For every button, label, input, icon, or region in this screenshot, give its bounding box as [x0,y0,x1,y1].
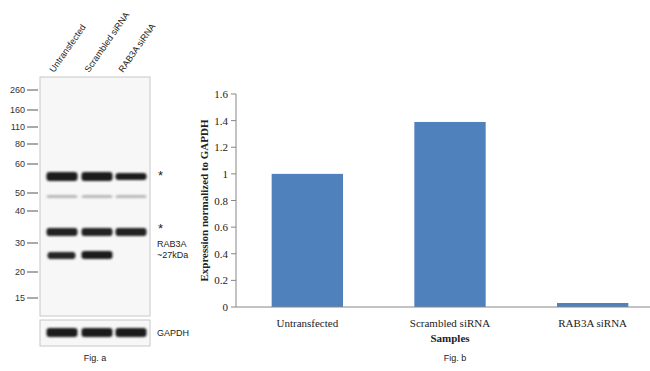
y-tick-label: 0.2 [214,274,228,286]
y-tick-label: 1.4 [214,115,228,127]
band [82,328,113,337]
y-tick [231,173,236,174]
y-tick [231,200,236,201]
bar [414,122,485,307]
band [116,173,147,180]
bar [272,174,343,307]
marker-tick [27,272,38,273]
blot-membrane [40,77,150,316]
marker-label: 260 [10,85,25,95]
figure: Untransfected Scrambled siRNA RAB3A siRNA 2… [0,0,650,371]
marker-tick [27,298,38,299]
marker-label: 50 [15,188,25,198]
y-tick [231,280,236,281]
marker-label: 110 [11,122,25,132]
bar-chart: 0 0.2 0.4 0.6 0.8 1 1.2 1.4 1.6 Untransfected Scra… [198,88,650,363]
y-tick-label: 0.8 [214,195,228,207]
marker-tick [27,127,38,128]
band [82,251,113,259]
caption: Fig. a [84,353,107,363]
blot-panel: UntransfectedScrambled siRNARAB3A siRNA2… [10,10,189,363]
lane-label: RAB3A siRNA [116,22,157,74]
band [82,228,113,236]
marker-tick [27,243,38,244]
marker-label: 60 [15,159,25,169]
marker-tick [27,144,38,145]
band [47,228,78,236]
marker-tick [27,193,38,194]
band [82,172,113,181]
y-tick [231,307,236,308]
band [116,195,147,198]
y-tick [231,227,236,228]
y-tick [231,147,236,148]
band [82,195,113,198]
x-axis [236,307,650,308]
band [116,228,147,236]
x-tick-label: Scrambled siRNA [410,317,490,329]
x-tick-label: RAB3A siRNA [558,317,627,329]
y-tick [231,120,236,121]
y-axis-title: Expression normalized to GAPDH [198,119,210,281]
y-tick-label: 0 [223,301,229,313]
band [116,328,147,337]
y-tick-label: 0.4 [214,248,228,260]
band [48,252,76,259]
bars [272,122,629,307]
y-tick [231,94,236,95]
marker-label: 40 [15,206,25,216]
loading-control-label: GAPDH [157,328,189,338]
y-tick-label: 1 [223,168,229,180]
y-tick-label: 0.6 [214,221,228,233]
lane-label: Untransfected [47,23,87,75]
marker-tick [27,90,38,91]
marker-label: 80 [15,139,25,149]
y-tick [231,253,236,254]
x-tick-label: Untransfected [276,317,338,329]
marker-label: 15 [15,293,25,303]
marker-tick [27,110,38,111]
marker-tick [27,211,38,212]
band [47,328,78,337]
loading-membrane [40,320,150,346]
marker-label: 30 [15,238,25,248]
x-axis-title: Samples [430,332,470,344]
bar [557,303,628,307]
band [47,172,78,181]
background [0,0,650,371]
asterisk: * [158,221,163,236]
band-label: RAB3A [157,239,187,249]
y-tick-label: 1.2 [214,141,228,153]
band-label: ~27kDa [157,250,188,260]
band [47,195,78,198]
marker-tick [27,164,38,165]
y-tick-label: 1.6 [214,88,228,100]
marker-label: 160 [10,105,25,115]
caption: Fig. b [444,353,467,363]
asterisk: * [158,168,163,183]
marker-label: 20 [15,267,25,277]
